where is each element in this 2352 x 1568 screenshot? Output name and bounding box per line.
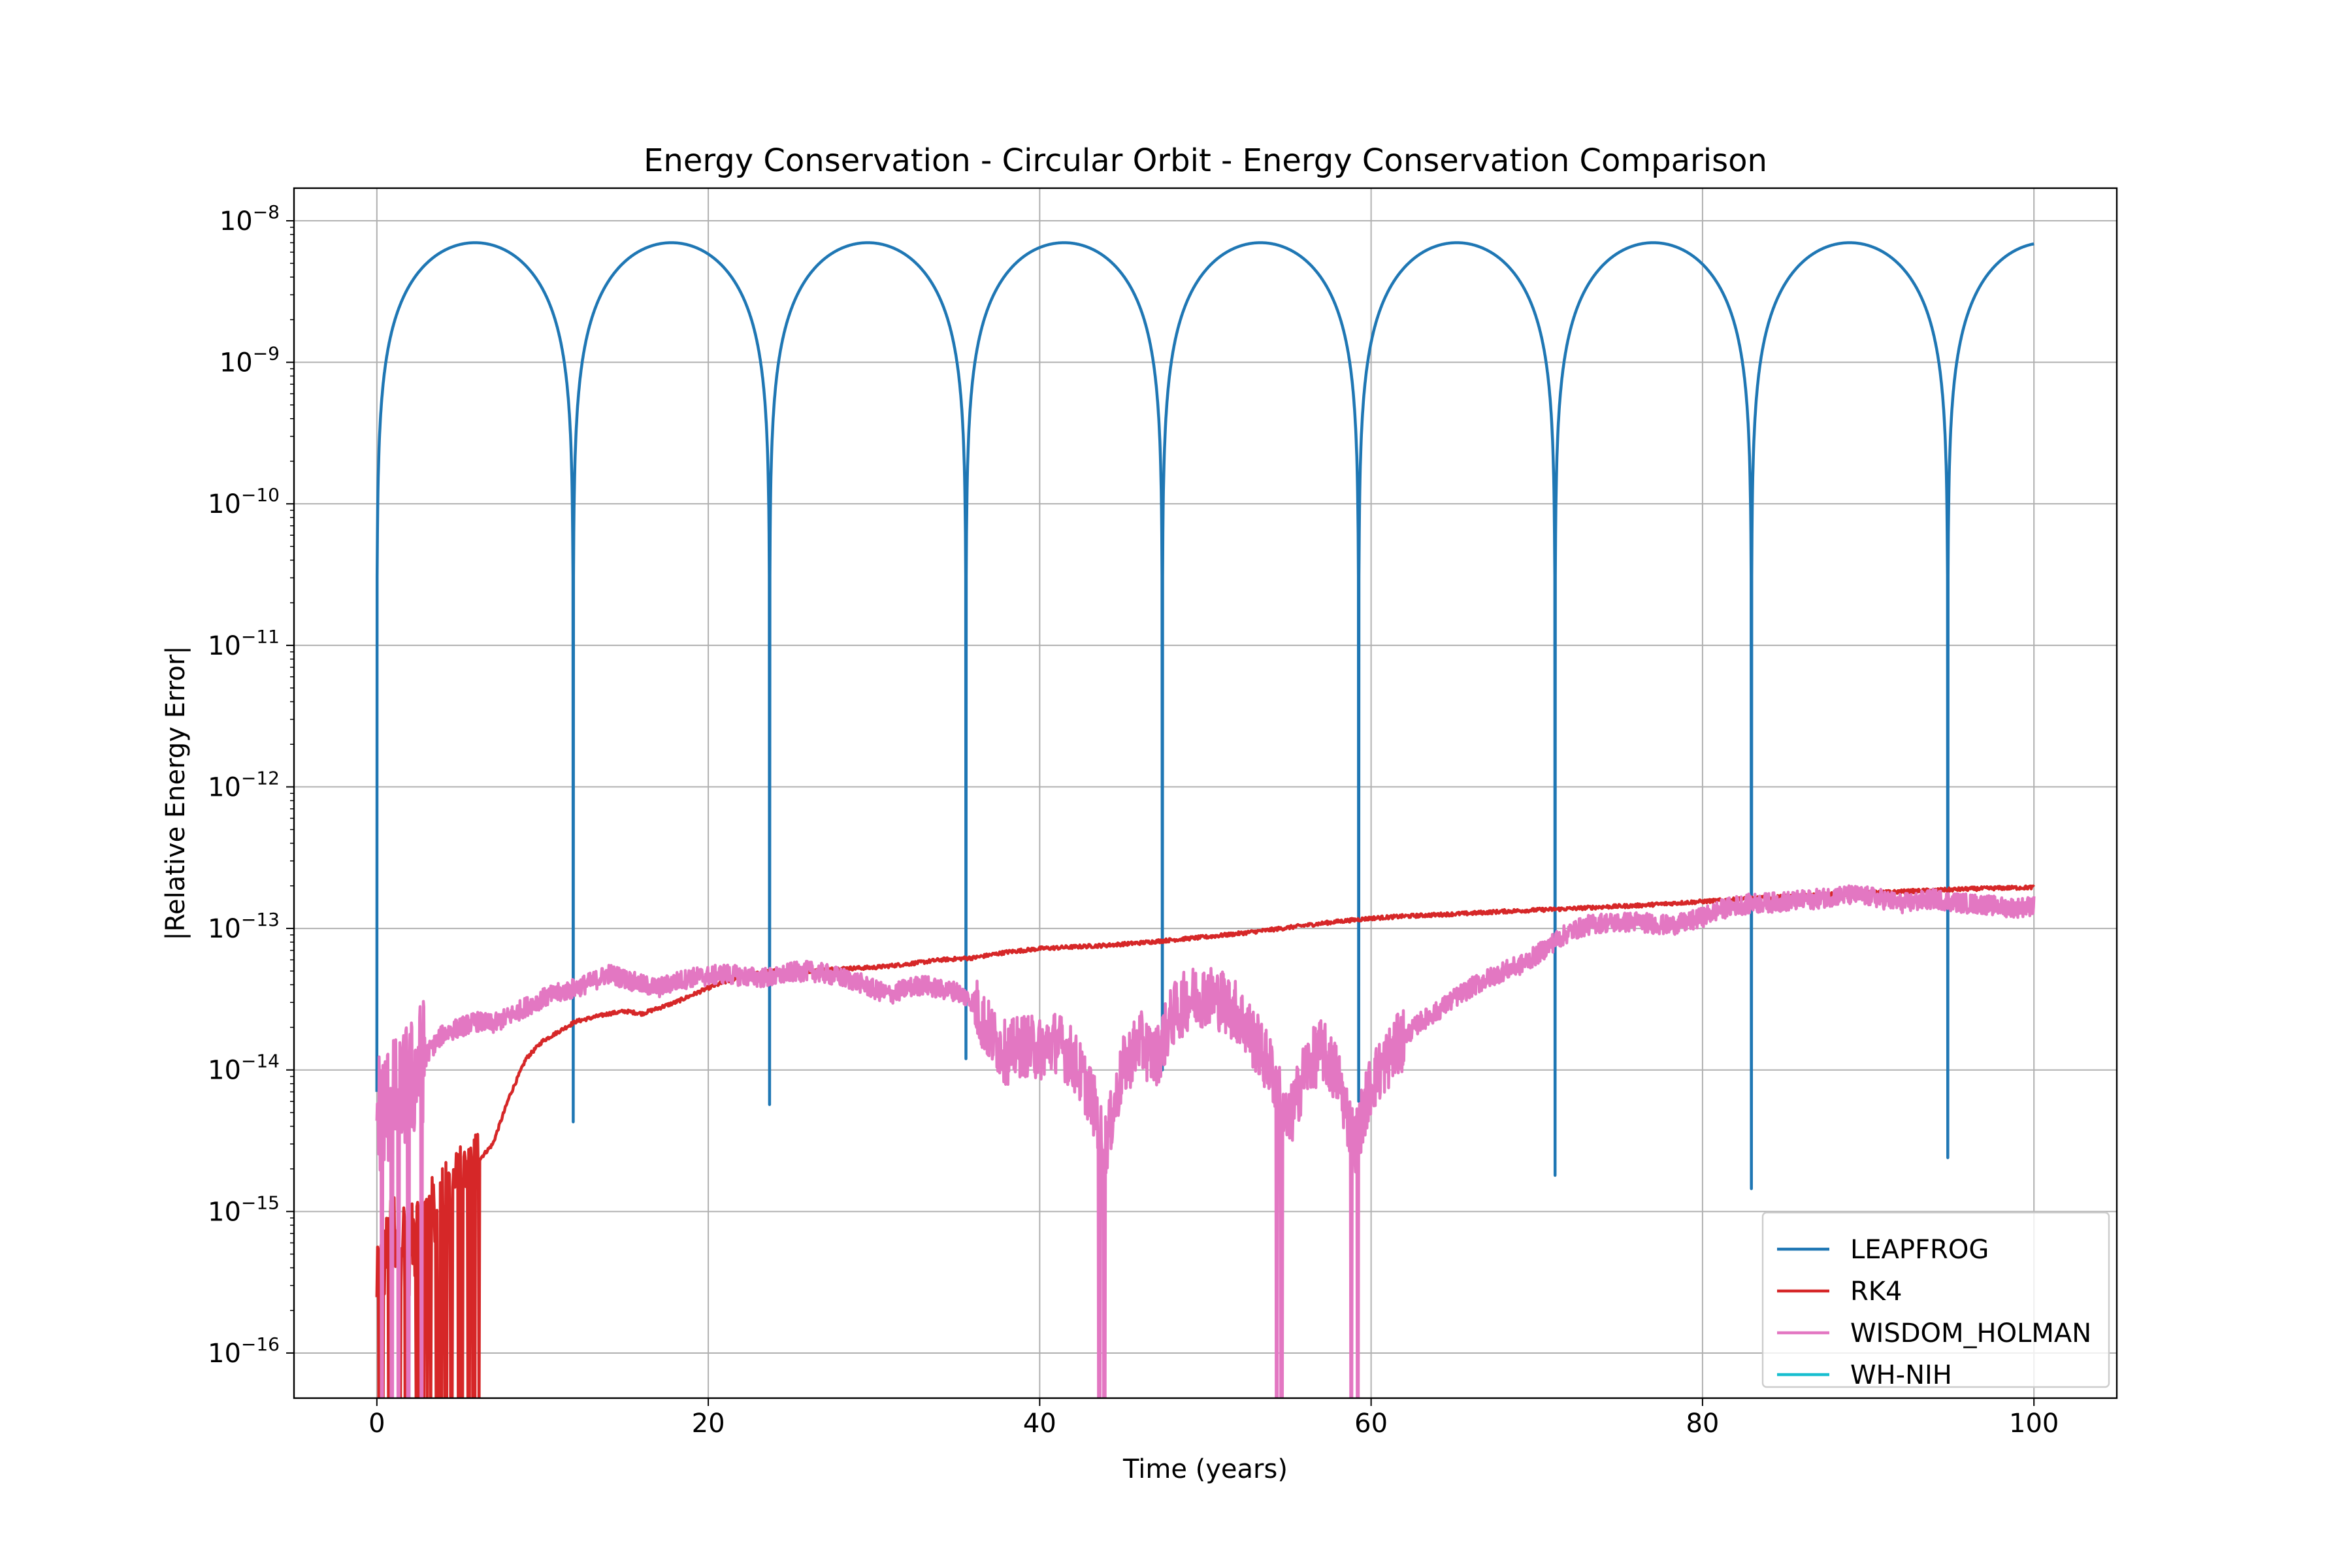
y-tick-label: 10−11 xyxy=(208,626,280,661)
legend-frame xyxy=(1761,1211,2110,1388)
y-tick-label: 10−14 xyxy=(208,1051,280,1086)
y-tick-label: 10−16 xyxy=(208,1333,280,1369)
y-tick-label: 10−15 xyxy=(208,1192,280,1227)
legend-label: RK4 xyxy=(1850,1277,1902,1307)
x-tick-label: 20 xyxy=(692,1409,725,1439)
series-line-rk4 xyxy=(375,884,2035,1398)
x-tick-label: 0 xyxy=(368,1409,385,1439)
x-tick-label: 80 xyxy=(1686,1409,1719,1439)
x-tick-label: 60 xyxy=(1354,1409,1388,1439)
y-tick-label: 10−8 xyxy=(220,201,280,237)
x-axis-label: Time (years) xyxy=(1122,1454,1288,1484)
plot-background xyxy=(294,188,2117,1398)
ticks: 0 20 40 60 80 100 10−16 10−15 10−14 10−13 10−12 10−… xyxy=(208,201,2059,1439)
y-axis-label: |Relative Energy Error| xyxy=(161,645,191,940)
legend-label: LEAPFROG xyxy=(1850,1235,1989,1265)
y-tick-label: 10−10 xyxy=(208,484,280,519)
y-tick-label: 10−13 xyxy=(208,909,280,944)
series-line-wisdom-holman xyxy=(375,884,2036,1398)
y-tick-label: 10−12 xyxy=(208,767,280,802)
series-layer xyxy=(375,241,2036,1398)
series-clip xyxy=(375,241,2036,1398)
legend: LEAPFROG RK4 WISDOM_HOLMAN WH-NIH xyxy=(1761,1211,2110,1390)
y-tick-label: 10−9 xyxy=(220,343,280,378)
chart-title: Energy Conservation - Circular Orbit - E… xyxy=(644,142,1767,179)
legend-label: WH-NIH xyxy=(1850,1360,1952,1390)
x-tick-label: 100 xyxy=(2009,1409,2059,1439)
series-line-leapfrog xyxy=(375,241,2036,1190)
x-tick-label: 40 xyxy=(1023,1409,1056,1439)
legend-label: WISDOM_HOLMAN xyxy=(1850,1318,2091,1348)
